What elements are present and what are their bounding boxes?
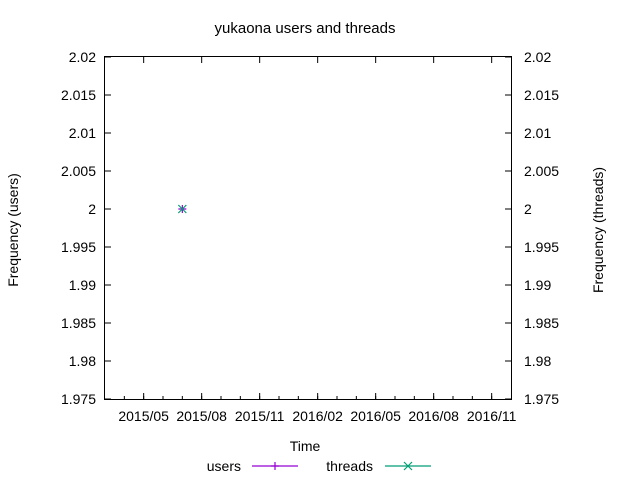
x-axis-ticks: 2015/05 2015/08 2015/11 2016/02 2016/05 2016/… <box>118 57 517 424</box>
y-tick-label-right: 1.98 <box>524 353 551 369</box>
y-tick-label-left: 2.02 <box>69 49 96 65</box>
threads-point <box>177 204 187 214</box>
x-tick-label: 2015/11 <box>235 408 285 424</box>
y-tick-label-left: 1.995 <box>61 239 96 255</box>
plot-frame <box>104 56 512 400</box>
x-tick-label: 2015/05 <box>118 408 169 424</box>
legend-marker-users <box>271 462 279 470</box>
x-tick-label: 2016/11 <box>467 408 517 424</box>
chart-title: yukaona users and threads <box>215 20 396 37</box>
y-tick-label-right: 1.985 <box>524 315 559 331</box>
y-tick-label-left: 2 <box>88 201 96 217</box>
y-tick-label-right: 1.975 <box>524 391 559 407</box>
x-tick-label: 2016/05 <box>350 408 401 424</box>
y-tick-label-right: 2.01 <box>524 125 551 141</box>
x-tick-label: 2016/02 <box>292 408 343 424</box>
y-tick-label-left: 1.985 <box>61 315 96 331</box>
y-axis-ticks: 1.975 1.975 1.98 1.98 1.985 1.985 1.99 1.99 1.99… <box>61 49 559 407</box>
y-tick-label-left: 2.015 <box>61 87 96 103</box>
x-tick-label: 2016/08 <box>408 408 459 424</box>
y-axis-label-right: Frequency (threads) <box>590 167 606 293</box>
y-tick-label-right: 2.005 <box>524 163 559 179</box>
legend: users threads <box>207 458 431 474</box>
y-tick-label-left: 1.98 <box>69 353 96 369</box>
y-tick-label-left: 1.99 <box>69 277 96 293</box>
y-tick-label-right: 2.015 <box>524 87 559 103</box>
y-axis-label-left: Frequency (users) <box>5 173 21 287</box>
y-tick-label-left: 2.005 <box>61 163 96 179</box>
y-tick-label-left: 1.975 <box>61 391 96 407</box>
x-axis-label: Time <box>290 438 321 454</box>
legend-label-users: users <box>207 458 241 474</box>
legend-marker-threads <box>403 461 413 471</box>
y-tick-label-right: 1.99 <box>524 277 551 293</box>
y-tick-label-right: 2 <box>524 201 532 217</box>
y-tick-label-right: 1.995 <box>524 239 559 255</box>
y-tick-label-left: 2.01 <box>69 125 96 141</box>
y-tick-label-right: 2.02 <box>524 49 551 65</box>
data-points <box>177 204 187 214</box>
x-tick-label: 2015/08 <box>176 408 227 424</box>
legend-label-threads: threads <box>326 458 373 474</box>
